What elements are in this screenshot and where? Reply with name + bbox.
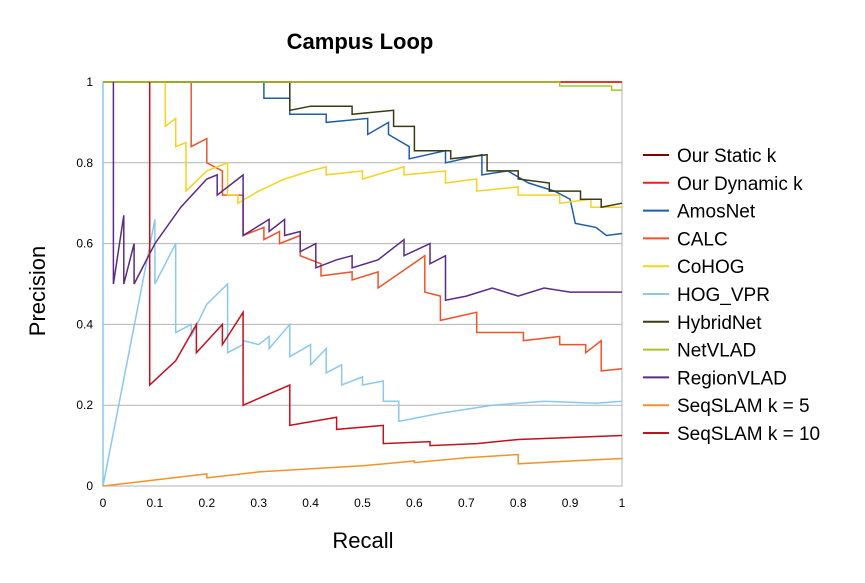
x-tick-label: 0.7 xyxy=(458,496,475,510)
legend-label: Our Dynamic k xyxy=(677,174,803,195)
x-tick-label: 0.4 xyxy=(302,496,319,510)
series-line-regionvlad xyxy=(112,82,622,302)
x-tick-label: 0 xyxy=(100,496,107,510)
y-tick-label: 0 xyxy=(86,479,93,493)
x-axis-label: Recall xyxy=(332,528,393,553)
series-layer xyxy=(102,81,623,487)
legend: Our Static k Our Dynamic k AmosNet CALC CoHO… xyxy=(643,146,820,445)
y-axis-label: Precision xyxy=(25,246,50,336)
series-line-hybridnet xyxy=(103,81,623,209)
y-tick-label: 0.2 xyxy=(76,398,93,412)
legend-label: SeqSLAM k = 5 xyxy=(677,396,810,417)
plot-frame xyxy=(102,81,623,487)
y-tick-label: 0.8 xyxy=(76,156,93,170)
legend-label: Our Static k xyxy=(677,146,777,167)
x-tick-label: 0.5 xyxy=(354,496,371,510)
x-axis-ticks: 0 0.1 0.2 0.3 0.4 0.5 0.6 0.7 0.8 0.9 1 xyxy=(100,496,626,510)
series-line-amosnet xyxy=(103,81,623,237)
legend-label: SeqSLAM k = 10 xyxy=(677,424,820,445)
series-line-netvlad xyxy=(103,81,622,91)
legend-label: RegionVLAD xyxy=(677,368,787,389)
x-tick-label: 0.9 xyxy=(562,496,579,510)
legend-label: AmosNet xyxy=(677,202,756,223)
x-tick-label: 0.1 xyxy=(147,496,164,510)
chart-title: Campus Loop xyxy=(287,29,434,54)
y-tick-label: 0.4 xyxy=(76,317,93,331)
x-tick-label: 1 xyxy=(619,496,626,510)
legend-label: NetVLAD xyxy=(677,341,756,362)
grid-layer xyxy=(103,162,622,406)
x-tick-label: 0.6 xyxy=(406,496,423,510)
series-line-seqslam-k-5 xyxy=(102,453,623,487)
series-line-hog-vpr xyxy=(102,82,623,487)
x-tick-label: 0.2 xyxy=(198,496,215,510)
legend-label: HybridNet xyxy=(677,313,762,334)
legend-label: HOG_VPR xyxy=(677,285,770,306)
legend-label: CALC xyxy=(677,229,728,250)
x-tick-label: 0.8 xyxy=(510,496,527,510)
series-line-cohog xyxy=(103,81,622,208)
y-tick-label: 1 xyxy=(86,75,93,89)
series-line-seqslam-k-10 xyxy=(148,82,623,447)
series-line-calc xyxy=(103,81,623,372)
legend-label: CoHOG xyxy=(677,257,745,278)
y-tick-label: 0.6 xyxy=(76,237,93,251)
x-tick-label: 0.3 xyxy=(250,496,267,510)
y-axis-ticks: 0 0.2 0.4 0.6 0.8 1 xyxy=(76,75,93,493)
